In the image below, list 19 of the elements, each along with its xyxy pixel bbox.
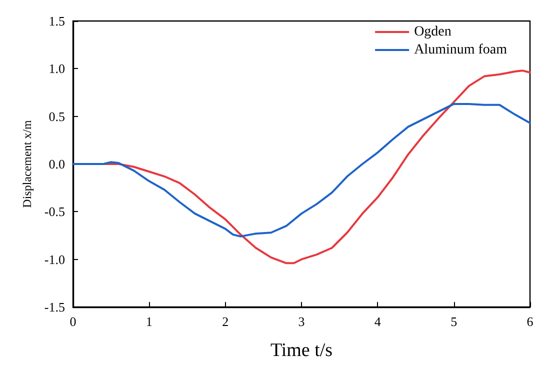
legend-label: Ogden [414,24,452,40]
x-tick-label: 3 [298,314,305,329]
y-tick-label: -1.5 [44,300,65,314]
x-tick-label: 4 [374,314,382,329]
x-tick-label: 5 [450,314,458,329]
y-tick-label: -1.0 [44,252,65,267]
y-tick-label: -0.5 [44,204,65,220]
y-tick-label: 0.5 [48,108,65,124]
x-axis-title: Time t/s [270,340,333,361]
x-tick-label: 2 [222,314,229,329]
x-tick-label: 6 [526,314,534,329]
x-tick-label: 1 [146,314,152,329]
y-tick-label: 1.5 [48,14,65,28]
line-series [72,102,531,238]
y-tick-label: 0.0 [48,156,65,172]
y-axis-title: Displacement x/m [20,120,34,208]
y-tick-label: 1.0 [48,61,65,76]
x-tick-label: 0 [70,314,76,329]
legend-label: Aluminum foam [414,42,508,58]
